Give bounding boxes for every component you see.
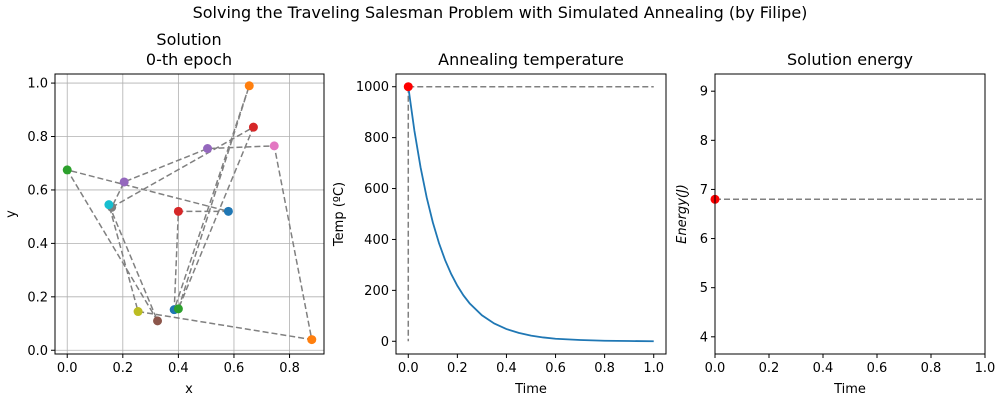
temperature-title: Annealing temperature	[438, 50, 624, 69]
energy-panel: Solution energy 0.0 0.2 0.4 0.6 0.8 1.0 4 5 6 7 8…	[675, 50, 995, 397]
temperature-x-tick-label: 0.6	[545, 361, 566, 376]
solution-x-tick-label: 0.4	[168, 361, 189, 376]
solution-x-axis-label: x	[185, 382, 193, 397]
tour-path	[65, 85, 313, 341]
energy-y-tick-label: 4	[700, 330, 708, 345]
solution-y-tick-label: 0.8	[27, 130, 48, 145]
city-point	[133, 307, 143, 317]
city-point	[119, 177, 129, 187]
temperature-y-tick-label: 0	[381, 335, 389, 350]
energy-x-tick-label: 1.0	[975, 361, 996, 376]
energy-x-axis-label: Time	[833, 382, 866, 397]
temperature-guides	[407, 85, 654, 342]
temperature-x-tick-label: 0.4	[496, 361, 517, 376]
temperature-plot-frame	[395, 73, 667, 355]
temperature-x-tick-label: 0.2	[447, 361, 468, 376]
solution-plot-frame	[54, 73, 325, 355]
city-point	[269, 141, 279, 151]
city-point	[244, 81, 254, 91]
energy-y-tick-label: 5	[700, 281, 708, 296]
energy-y-ticks: 4 5 6 7 8 9	[700, 85, 715, 345]
energy-plot-frame	[714, 73, 986, 355]
energy-y-tick-label: 7	[700, 183, 708, 198]
city-point	[104, 200, 114, 210]
energy-x-tick-label: 0.4	[813, 361, 834, 376]
temperature-current-marker	[403, 82, 413, 92]
solution-y-tick-label: 0.2	[27, 290, 48, 305]
city-point	[248, 122, 258, 132]
city-point	[307, 335, 317, 345]
temperature-panel: Annealing temperature 0.0 0.2 0.4 0.6 0.8 1.0…	[332, 50, 667, 397]
city-point	[173, 206, 183, 216]
temperature-curve	[407, 86, 654, 343]
temperature-y-axis-label: Temp (ºC)	[332, 182, 347, 247]
city-points	[62, 81, 317, 345]
city-point	[153, 316, 163, 326]
temperature-x-tick-label: 0.8	[594, 361, 615, 376]
energy-y-tick-label: 9	[700, 85, 708, 100]
city-point	[62, 165, 72, 175]
solution-x-tick-label: 0.0	[57, 361, 78, 376]
tour-route	[65, 85, 313, 341]
solution-y-tick-label: 1.0	[27, 77, 48, 92]
solution-title-line-2: 0-th epoch	[146, 50, 232, 69]
city-point	[223, 206, 233, 216]
solution-y-tick-label: 0.0	[27, 344, 48, 359]
figure-title: Solving the Traveling Salesman Problem w…	[193, 3, 808, 22]
solution-x-tick-label: 0.8	[279, 361, 300, 376]
temperature-y-tick-label: 600	[364, 182, 389, 197]
temperature-line	[407, 86, 654, 343]
energy-x-tick-label: 0.6	[867, 361, 888, 376]
temperature-y-tick-label: 1000	[356, 80, 389, 95]
solution-y-axis-label: y	[4, 210, 19, 218]
solution-y-ticks: 0.0 0.2 0.4 0.6 0.8 1.0	[27, 77, 55, 359]
energy-x-tick-label: 0.0	[705, 361, 726, 376]
temperature-x-tick-label: 1.0	[643, 361, 664, 376]
solution-grid	[55, 74, 324, 354]
temperature-y-tick-label: 800	[364, 131, 389, 146]
solution-title-line-1: Solution	[156, 30, 221, 49]
solution-panel: Solution 0-th epoch 0.0 0.2 0.4 0.6 0.8 0.00…	[4, 30, 325, 397]
energy-title: Solution energy	[787, 50, 913, 69]
solution-y-tick-label: 0.4	[27, 237, 48, 252]
energy-y-tick-label: 6	[700, 232, 708, 247]
energy-x-tick-label: 0.8	[921, 361, 942, 376]
solution-x-tick-label: 0.2	[112, 361, 133, 376]
temperature-x-tick-label: 0.0	[398, 361, 419, 376]
energy-x-ticks: 0.0 0.2 0.4 0.6 0.8 1.0	[705, 354, 996, 376]
temperature-current-point	[403, 82, 413, 92]
solution-x-ticks: 0.0 0.2 0.4 0.6 0.8	[57, 354, 300, 376]
city-point	[173, 304, 183, 314]
solution-y-tick-label: 0.6	[27, 183, 48, 198]
temperature-y-ticks: 0 200 400 600 800 1000	[356, 80, 396, 350]
solution-x-tick-label: 0.6	[224, 361, 245, 376]
temperature-y-tick-label: 200	[364, 284, 389, 299]
energy-x-tick-label: 0.2	[759, 361, 780, 376]
city-point	[203, 144, 213, 154]
energy-y-tick-label: 8	[700, 134, 708, 149]
temperature-x-axis-label: Time	[514, 382, 547, 397]
temperature-y-tick-label: 400	[364, 233, 389, 248]
temperature-x-ticks: 0.0 0.2 0.4 0.6 0.8 1.0	[398, 354, 664, 376]
energy-y-axis-label: Energy(J)	[675, 184, 690, 244]
